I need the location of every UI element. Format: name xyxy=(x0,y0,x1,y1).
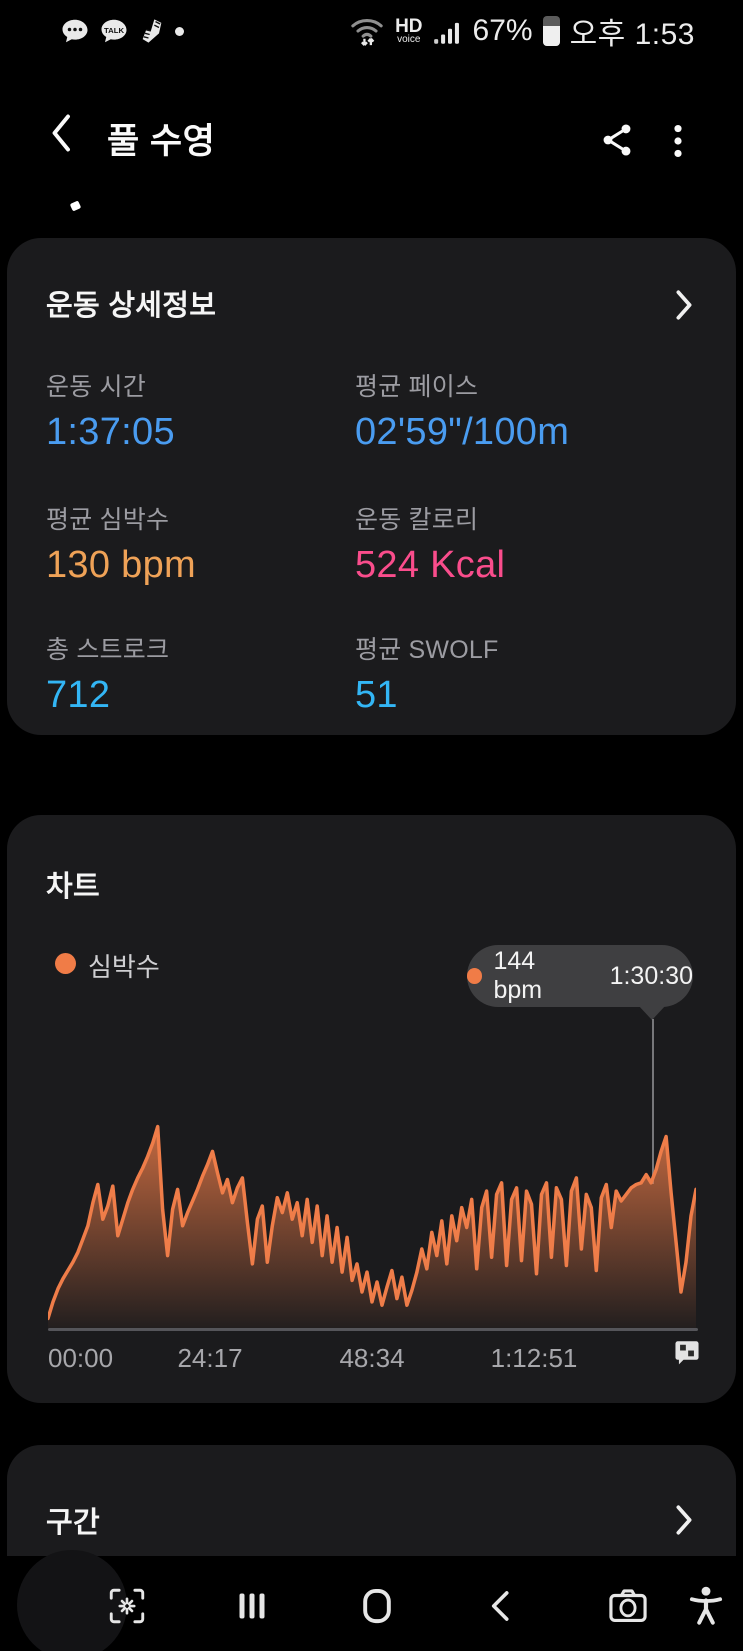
chart-baseline xyxy=(48,1328,698,1331)
heart-rate-legend-label: 심박수 xyxy=(88,952,160,982)
kakaotalk-icon: TALK xyxy=(99,16,129,46)
heart-rate-area-chart[interactable] xyxy=(48,1120,696,1330)
clock: 오후 1:53 xyxy=(569,18,695,51)
x-tick-label: 24:17 xyxy=(177,1343,243,1373)
capture-button-halo xyxy=(17,1550,127,1651)
details-card-title: 운동 상세정보 xyxy=(46,290,217,322)
navigation-bar xyxy=(0,1550,743,1651)
status-bar-indicators: HD voice 67% 오후 1:53 xyxy=(349,0,695,62)
laps-card-title: 구간 xyxy=(46,1507,100,1539)
page-title: 풀 수영 xyxy=(107,122,216,161)
back-icon[interactable] xyxy=(44,110,80,156)
message-bubble-icon xyxy=(60,16,90,46)
chart-x-axis: 00:00 24:17 48:34 1:12:51 xyxy=(7,1343,736,1377)
running-shoe-icon xyxy=(138,16,166,46)
metric-total-strokes: 총 스트로크 712 xyxy=(46,636,170,716)
metric-avg-heart-rate: 평균 심박수 130 bpm xyxy=(46,506,196,586)
finish-flag-icon xyxy=(673,1339,701,1369)
tooltip-tail xyxy=(638,1005,666,1020)
chevron-right-icon[interactable] xyxy=(674,1503,694,1537)
status-bar-notifications: TALK xyxy=(60,0,184,62)
heart-rate-legend-dot-icon xyxy=(55,953,76,974)
metric-calories: 운동 칼로리 524 Kcal xyxy=(355,506,506,586)
x-tick-label: 1:12:51 xyxy=(490,1343,578,1373)
tooltip-value: 144 bpm xyxy=(493,947,543,1004)
screen-capture-icon[interactable] xyxy=(105,1584,149,1628)
chart-card: 차트 심박수 144 bpm 1:30:30 00:00 24:17 48:34 xyxy=(7,815,736,1403)
x-tick-label: 48:34 xyxy=(339,1343,405,1373)
tooltip-marker-line xyxy=(651,1019,654,1184)
x-tick-label: 00:00 xyxy=(48,1343,114,1373)
status-bar: TALK HD voice 67% 오후 1:53 xyxy=(0,0,743,62)
chevron-right-icon[interactable] xyxy=(674,288,694,322)
chart-tooltip: 144 bpm 1:30:30 xyxy=(467,945,693,1007)
tooltip-dot-icon xyxy=(467,968,483,984)
more-icon[interactable] xyxy=(671,123,685,159)
metric-duration: 운동 시간 1:37:05 xyxy=(46,373,175,453)
metric-avg-pace: 평균 페이스 02'59"/100m xyxy=(355,373,570,453)
hd-voice-indicator: HD voice xyxy=(395,16,423,45)
chart-card-title: 차트 xyxy=(46,871,100,903)
recents-icon[interactable] xyxy=(230,1584,274,1628)
workout-details-card[interactable]: 운동 상세정보 운동 시간 1:37:05 평균 페이스 02'59"/100m… xyxy=(7,238,736,735)
home-icon[interactable] xyxy=(355,1584,399,1628)
share-icon[interactable] xyxy=(600,122,634,158)
app-header: 풀 수영 xyxy=(0,95,743,185)
battery-icon xyxy=(542,16,560,46)
notification-dot xyxy=(175,26,184,36)
scrolled-content-fragment xyxy=(69,200,82,212)
back-nav-icon[interactable] xyxy=(480,1584,524,1628)
svg-text:TALK: TALK xyxy=(104,26,124,35)
metric-avg-swolf: 평균 SWOLF 51 xyxy=(355,636,499,716)
wifi-icon xyxy=(349,14,385,48)
tooltip-time: 1:30:30 xyxy=(609,961,693,990)
signal-strength-icon xyxy=(433,16,463,46)
battery-percent: 67% xyxy=(472,14,533,47)
accessibility-icon[interactable] xyxy=(684,1584,728,1628)
camera-icon[interactable] xyxy=(606,1584,650,1628)
